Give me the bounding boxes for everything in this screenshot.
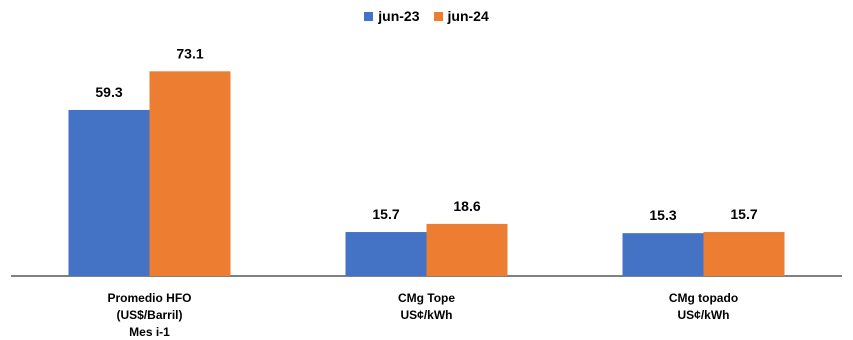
x-tick-label-1-line-1: US¢/kWh xyxy=(400,308,452,322)
x-tick-label-2-line-1: US¢/kWh xyxy=(677,308,729,322)
data-label-jun-23-0: 59.3 xyxy=(95,84,122,100)
bar-jun-23-1 xyxy=(346,232,427,276)
bar-jun-23-2 xyxy=(623,233,704,276)
data-label-jun-24-1: 18.6 xyxy=(453,198,480,214)
x-tick-label-2-line-0: CMg topado xyxy=(669,291,738,305)
x-tick-label-0-line-1: (US$/Barril) xyxy=(116,308,182,322)
bar-jun-24-2 xyxy=(704,232,785,276)
x-tick-label-0-line-0: Promedio HFO xyxy=(107,291,191,305)
data-label-jun-23-2: 15.3 xyxy=(649,207,676,223)
x-tick-label-0-line-2: Mes i-1 xyxy=(129,325,170,339)
x-tick-label-1-line-0: CMg Tope xyxy=(398,291,455,305)
data-label-jun-24-0: 73.1 xyxy=(176,45,203,61)
bar-jun-24-0 xyxy=(150,71,231,276)
data-label-jun-23-1: 15.7 xyxy=(372,206,399,222)
bar-jun-23-0 xyxy=(69,110,150,276)
bar-jun-24-1 xyxy=(427,224,508,276)
data-label-jun-24-2: 15.7 xyxy=(730,206,757,222)
